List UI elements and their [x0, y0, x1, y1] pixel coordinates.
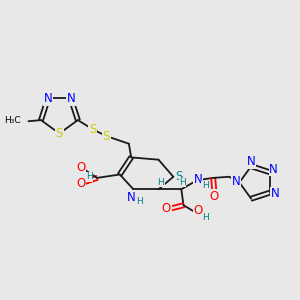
Text: O: O — [194, 204, 203, 218]
Text: N: N — [44, 92, 52, 105]
Text: N: N — [271, 187, 279, 200]
Text: S: S — [103, 130, 110, 142]
Text: S: S — [89, 123, 96, 136]
Text: N: N — [247, 155, 256, 168]
Text: H: H — [85, 172, 92, 181]
Text: H: H — [202, 182, 208, 190]
Text: N: N — [66, 92, 75, 105]
Text: S: S — [175, 170, 183, 183]
Text: O: O — [76, 161, 86, 174]
Text: H₃C: H₃C — [4, 116, 20, 124]
Text: N: N — [269, 163, 278, 176]
Text: O: O — [76, 177, 86, 190]
Text: N: N — [127, 191, 136, 204]
Text: N: N — [232, 175, 240, 188]
Text: O: O — [162, 202, 171, 215]
Text: N: N — [194, 172, 203, 185]
Text: S: S — [56, 127, 63, 140]
Text: H: H — [179, 178, 186, 187]
Text: O: O — [210, 190, 219, 202]
Text: H: H — [136, 197, 142, 206]
Text: H: H — [158, 178, 164, 187]
Text: H: H — [202, 213, 208, 222]
